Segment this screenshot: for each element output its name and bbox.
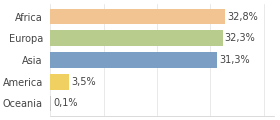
Text: 32,3%: 32,3%	[225, 33, 256, 43]
Bar	[50, 30, 223, 46]
Text: 3,5%: 3,5%	[71, 77, 96, 87]
Bar	[50, 9, 225, 24]
Text: 0,1%: 0,1%	[53, 98, 78, 108]
Bar	[50, 52, 217, 68]
Bar	[50, 96, 51, 111]
Text: 32,8%: 32,8%	[227, 12, 258, 22]
Bar	[50, 74, 69, 90]
Text: 31,3%: 31,3%	[220, 55, 250, 65]
